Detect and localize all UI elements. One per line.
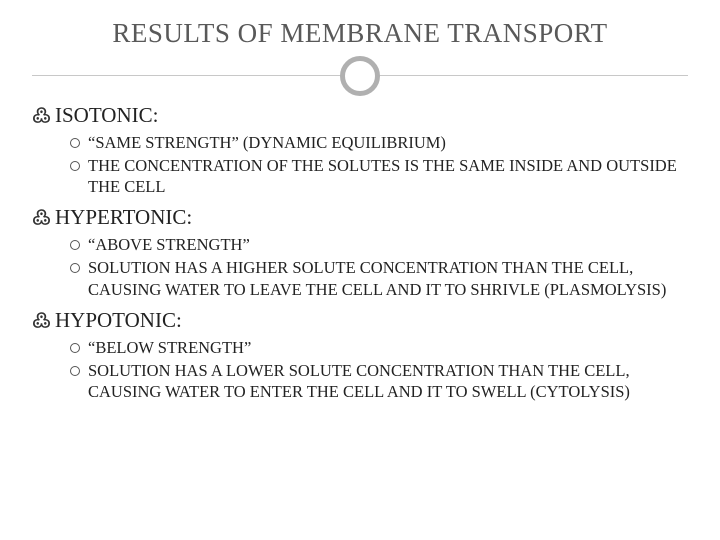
list-item: THE CONCENTRATION OF THE SOLUTES IS THE … [70, 155, 688, 197]
bullet-list: “SAME STRENGTH” (DYNAMIC EQUILIBRIUM) TH… [32, 132, 688, 197]
slide: RESULTS OF MEMBRANE TRANSPORT ߷ ISOTONIC… [0, 0, 720, 540]
ring-decoration [340, 56, 380, 96]
slide-title: RESULTS OF MEMBRANE TRANSPORT [32, 18, 688, 49]
list-item: “ABOVE STRENGTH” [70, 234, 688, 255]
section-header: ߷ ISOTONIC: [32, 103, 688, 128]
content-area: ߷ ISOTONIC: “SAME STRENGTH” (DYNAMIC EQU… [32, 103, 688, 402]
section-title-text: HYPOTONIC: [55, 308, 182, 333]
section-hypotonic: ߷ HYPOTONIC: “BELOW STRENGTH” SOLUTION H… [32, 308, 688, 402]
bullet-list: “BELOW STRENGTH” SOLUTION HAS A LOWER SO… [32, 337, 688, 402]
bullet-list: “ABOVE STRENGTH” SOLUTION HAS A HIGHER S… [32, 234, 688, 299]
list-item: “SAME STRENGTH” (DYNAMIC EQUILIBRIUM) [70, 132, 688, 153]
swirl-icon: ߷ [32, 106, 51, 126]
section-header: ߷ HYPOTONIC: [32, 308, 688, 333]
list-item: “BELOW STRENGTH” [70, 337, 688, 358]
swirl-icon: ߷ [32, 311, 51, 331]
list-item: SOLUTION HAS A HIGHER SOLUTE CONCENTRATI… [70, 257, 688, 299]
section-hypertonic: ߷ HYPERTONIC: “ABOVE STRENGTH” SOLUTION … [32, 205, 688, 299]
section-header: ߷ HYPERTONIC: [32, 205, 688, 230]
section-isotonic: ߷ ISOTONIC: “SAME STRENGTH” (DYNAMIC EQU… [32, 103, 688, 197]
section-title-text: HYPERTONIC: [55, 205, 192, 230]
section-title-text: ISOTONIC: [55, 103, 158, 128]
swirl-icon: ߷ [32, 208, 51, 228]
list-item: SOLUTION HAS A LOWER SOLUTE CONCENTRATIO… [70, 360, 688, 402]
